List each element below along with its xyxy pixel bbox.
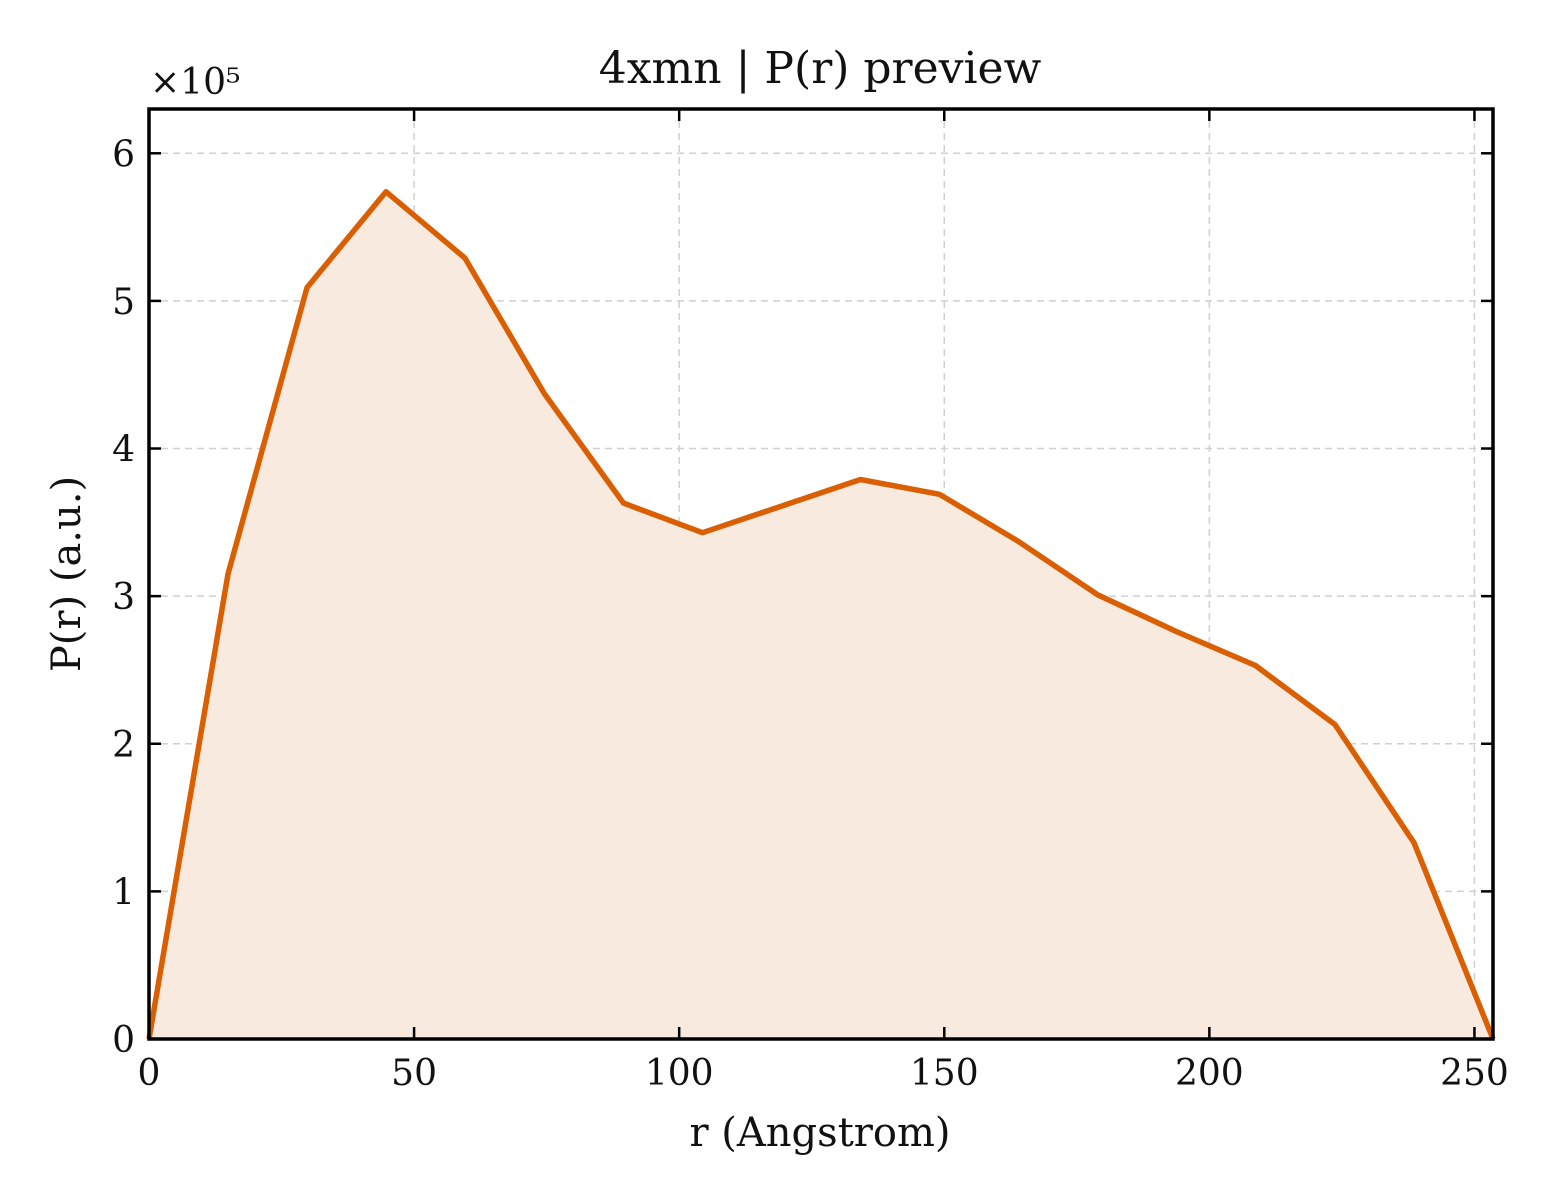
- x-tick-label: 150: [910, 1053, 979, 1094]
- pr-area-fill: [149, 191, 1493, 1039]
- chart-title: 4xmn | P(r) preview: [599, 43, 1042, 94]
- x-tick-label: 250: [1440, 1053, 1509, 1094]
- y-tick-label: 3: [112, 577, 135, 618]
- y-tick-label: 2: [112, 725, 135, 766]
- tick-layer: [147, 109, 1493, 1041]
- pr-series-line: [146, 188, 1496, 1041]
- y-tick-label: 4: [112, 430, 135, 471]
- y-tick-label: 0: [112, 1020, 135, 1061]
- y-tick-label: 5: [112, 282, 135, 323]
- y-tick-label: 6: [112, 134, 135, 175]
- tick-label-layer: 0 50 100 150 200 250 0 1 2 3 4 5 6: [112, 134, 1509, 1094]
- x-tick-label: 100: [645, 1053, 714, 1094]
- plot-frame: [147, 107, 1495, 1041]
- x-tick-label: 0: [138, 1053, 161, 1094]
- x-axis-label: r (Angstrom): [689, 1110, 950, 1156]
- x-tick-label: 200: [1175, 1053, 1244, 1094]
- y-axis-multiplier: ×10⁵: [150, 62, 240, 103]
- y-tick-label: 1: [112, 872, 135, 913]
- y-axis-label: P(r) (a.u.): [44, 476, 90, 672]
- x-tick-label: 50: [391, 1053, 437, 1094]
